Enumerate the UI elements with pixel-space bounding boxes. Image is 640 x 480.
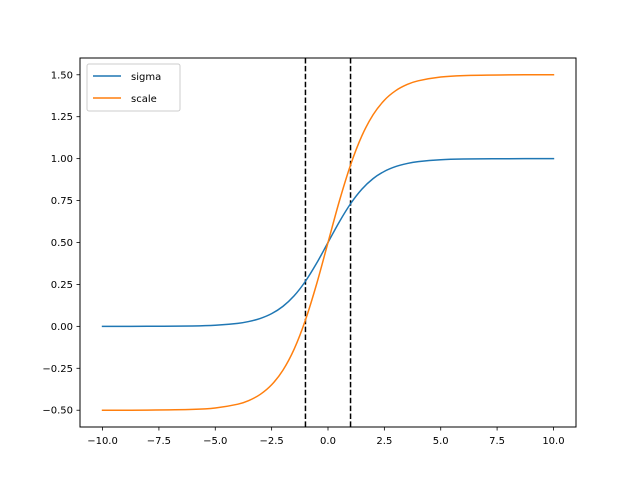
y-tick-label: 1.50 (51, 70, 73, 81)
series-line-scale (101, 74, 555, 411)
y-tick-label: 0.00 (51, 322, 73, 333)
x-tick-label: −7.5 (147, 436, 171, 447)
x-tick-label: −10.0 (87, 436, 118, 447)
y-axis: −0.50 −0.25 0.00 0.25 0.50 0.75 1.00 1.25 1.50 (42, 70, 80, 417)
x-tick-label: 0.0 (320, 436, 336, 447)
legend: sigma scale (86, 63, 181, 112)
series-lines (101, 74, 555, 411)
x-tick-label: 2.5 (376, 436, 392, 447)
x-axis: −10.0 −7.5 −5.0 −2.5 0.0 2.5 5.0 7.5 10.0 (87, 427, 565, 447)
y-tick-label: 0.50 (51, 238, 73, 249)
y-tick-label: 0.25 (51, 280, 73, 291)
vertical-lines (304, 58, 352, 427)
y-tick-label: 1.25 (51, 112, 73, 123)
y-tick-label: 1.00 (51, 154, 73, 165)
x-tick-label: −5.0 (203, 436, 227, 447)
x-tick-label: 5.0 (433, 436, 449, 447)
x-tick-label: 7.5 (489, 436, 505, 447)
y-tick-label: −0.50 (42, 406, 73, 417)
x-tick-label: 10.0 (542, 436, 564, 447)
legend-label-sigma: sigma (131, 72, 161, 83)
x-tick-label: −2.5 (259, 436, 283, 447)
legend-label-scale: scale (131, 94, 157, 105)
y-tick-label: 0.75 (51, 196, 73, 207)
y-tick-label: −0.25 (42, 364, 73, 375)
